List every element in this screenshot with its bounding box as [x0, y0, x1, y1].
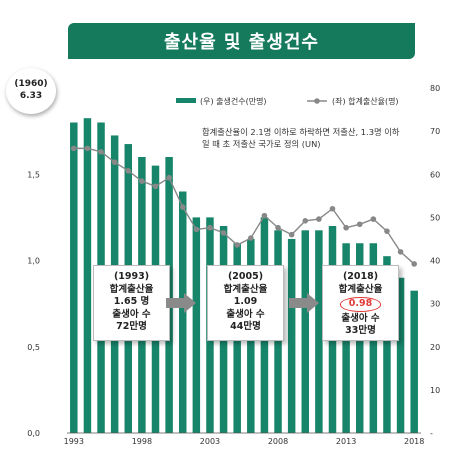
- legend: (우) 출생건수(만명) (좌) 합계출산율(명): [176, 96, 399, 106]
- y-right-tick-label: 30: [430, 300, 440, 309]
- bar: [383, 256, 391, 433]
- rate-point: [220, 230, 227, 236]
- x-tick-label: 2003: [200, 437, 220, 446]
- rate-point: [234, 242, 240, 248]
- y-left-tick-label: 0,0: [27, 429, 40, 438]
- rate-point: [248, 235, 254, 241]
- arrow-right-icon: [166, 293, 196, 313]
- callout-births-label: 출생아 수: [341, 312, 380, 324]
- callout-rate: 1.65 명: [113, 296, 150, 307]
- x-tick-label: 2013: [336, 437, 356, 446]
- y-right-tick-label: 70: [430, 127, 440, 136]
- rate-point: [111, 159, 118, 165]
- legend-line-label: (좌) 합계출산율(명): [332, 96, 399, 106]
- callout-1993: (1993) 합계출산율 1.65 명 출생아 수 72만명: [93, 265, 170, 341]
- callout-births-label: 출생아 수: [226, 308, 265, 320]
- rate-point: [261, 212, 268, 219]
- rate-point: [302, 218, 309, 224]
- rate-point: [152, 183, 159, 190]
- y-right-tick-label: 50: [430, 213, 440, 222]
- bar: [178, 191, 187, 433]
- bar: [410, 290, 418, 433]
- y-right-tick-label: 20: [430, 343, 440, 352]
- y-right-tick-label: 80: [430, 84, 440, 93]
- y-right-tick-label: 60: [430, 170, 440, 179]
- callout-births-label: 출생아 수: [112, 308, 151, 320]
- callout-rate-highlight: 0.98: [339, 297, 382, 312]
- callout-year: (1993): [113, 271, 150, 282]
- legend-line-marker: [314, 98, 320, 104]
- legend-bar-swatch: [176, 98, 196, 103]
- rate-point: [139, 178, 145, 184]
- callout-label: 합계출산율: [223, 283, 268, 295]
- y-left-tick-label: 1,5: [27, 170, 40, 179]
- chart-title: 출산율 및 출생건수: [68, 23, 415, 59]
- rate-point: [84, 145, 91, 152]
- rate-point: [166, 174, 172, 181]
- year-1960-bubble: (1960) 6.33: [6, 68, 56, 114]
- un-definition-note: 합계출산율이 2.1명 이하로 하락하면 저출산, 1.3명 이하일 때 초 저…: [202, 126, 402, 150]
- y-right-tick-label: -: [430, 429, 433, 438]
- callout-births: 44만명: [230, 321, 261, 332]
- y-right-tick-label: 40: [430, 257, 440, 266]
- rate-point: [288, 231, 295, 238]
- rate-point: [316, 216, 322, 222]
- rate-point: [207, 224, 213, 231]
- legend-bar-label: (우) 출생건수(만명): [200, 96, 267, 106]
- rate-point: [411, 261, 417, 267]
- bar: [287, 238, 296, 433]
- callout-births: 72만명: [116, 321, 147, 332]
- y-left-tick-label: 0,5: [27, 343, 40, 352]
- rate-point: [193, 226, 200, 233]
- axes: 0,0 0,5 1,0 1,5 - 10 20 30 40 50 60 70 80 1993 1998 200…: [27, 84, 440, 446]
- x-tick-label: 2008: [268, 437, 288, 446]
- bar: [70, 122, 78, 433]
- rate-point: [356, 221, 363, 228]
- rate-point: [98, 149, 104, 155]
- rate-point: [343, 224, 349, 231]
- arrow-right-icon: [289, 293, 319, 313]
- callout-label: 합계출산율: [109, 283, 154, 295]
- callout-rate: 1.09: [233, 296, 258, 307]
- rate-point: [179, 204, 186, 210]
- callout-year: (2018): [342, 271, 379, 282]
- rate-point: [275, 224, 281, 231]
- rate-point: [329, 205, 336, 212]
- bar: [192, 217, 201, 433]
- x-tick-label: 1993: [64, 437, 84, 446]
- rate-point: [370, 216, 377, 222]
- y-left-tick-label: 1,0: [27, 257, 40, 266]
- x-tick-label: 2018: [404, 437, 424, 446]
- bar: [315, 230, 323, 433]
- callout-2005: (2005) 합계출산율 1.09 출생아 수 44만명: [207, 265, 284, 341]
- x-tick-label: 1998: [132, 437, 152, 446]
- bubble-value: 6.33: [19, 91, 43, 101]
- rate-point: [71, 145, 77, 152]
- rate-point: [384, 228, 390, 234]
- bar: [83, 118, 92, 433]
- rate-point: [397, 249, 404, 255]
- callout-births: 33만명: [345, 325, 376, 336]
- bar: [396, 277, 405, 433]
- bar: [301, 230, 310, 433]
- callout-2018: (2018) 합계출산율 0.98 출생아 수 33만명: [322, 265, 399, 341]
- callout-year: (2005): [227, 271, 264, 282]
- callout-label: 합계출산율: [338, 283, 383, 295]
- y-right-tick-label: 10: [430, 386, 440, 395]
- rate-point: [125, 168, 132, 174]
- bubble-year: (1960): [14, 79, 48, 89]
- line-series: [71, 145, 417, 267]
